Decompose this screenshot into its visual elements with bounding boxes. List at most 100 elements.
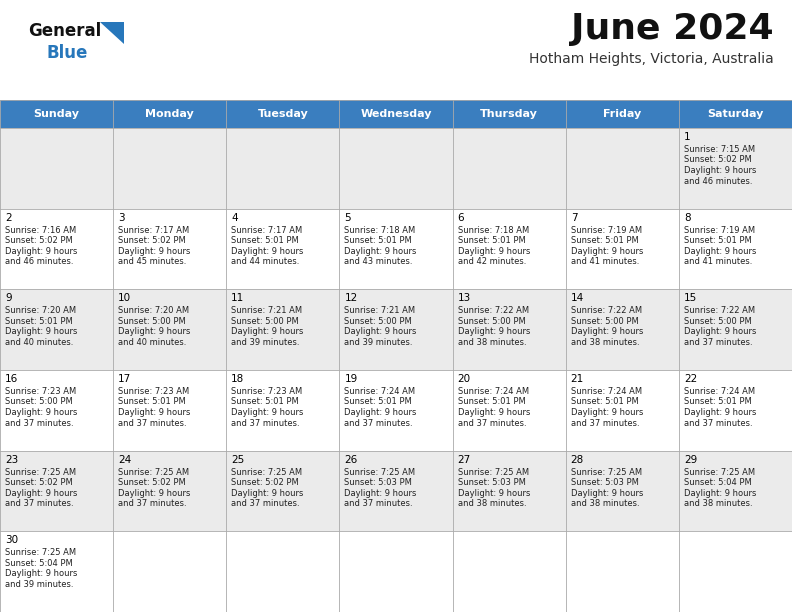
Text: 14: 14 xyxy=(571,293,584,304)
Text: Sunrise: 7:25 AM: Sunrise: 7:25 AM xyxy=(231,468,303,477)
Text: Daylight: 9 hours: Daylight: 9 hours xyxy=(571,327,643,337)
Text: Sunrise: 7:22 AM: Sunrise: 7:22 AM xyxy=(571,307,642,315)
Bar xyxy=(0,450,792,531)
Text: Sunrise: 7:22 AM: Sunrise: 7:22 AM xyxy=(683,307,755,315)
Text: and 46 minutes.: and 46 minutes. xyxy=(5,257,74,266)
Text: and 40 minutes.: and 40 minutes. xyxy=(5,338,74,347)
Text: Sunrise: 7:17 AM: Sunrise: 7:17 AM xyxy=(118,226,189,234)
Text: 21: 21 xyxy=(571,374,584,384)
Text: Sunset: 5:00 PM: Sunset: 5:00 PM xyxy=(118,317,186,326)
Text: Sunday: Sunday xyxy=(33,109,79,119)
Text: Sunrise: 7:25 AM: Sunrise: 7:25 AM xyxy=(458,468,529,477)
Text: Sunrise: 7:18 AM: Sunrise: 7:18 AM xyxy=(345,226,416,234)
Text: Thursday: Thursday xyxy=(480,109,538,119)
Text: Daylight: 9 hours: Daylight: 9 hours xyxy=(571,488,643,498)
Text: Sunset: 5:01 PM: Sunset: 5:01 PM xyxy=(345,398,412,406)
Text: and 37 minutes.: and 37 minutes. xyxy=(231,499,300,508)
Text: 10: 10 xyxy=(118,293,131,304)
Text: and 37 minutes.: and 37 minutes. xyxy=(683,338,752,347)
Text: 19: 19 xyxy=(345,374,358,384)
Text: Daylight: 9 hours: Daylight: 9 hours xyxy=(458,327,530,337)
Text: and 41 minutes.: and 41 minutes. xyxy=(683,257,752,266)
Text: 11: 11 xyxy=(231,293,245,304)
Bar xyxy=(0,128,792,209)
Text: Wednesday: Wednesday xyxy=(360,109,432,119)
Bar xyxy=(0,209,792,289)
Text: Daylight: 9 hours: Daylight: 9 hours xyxy=(118,408,191,417)
Text: Daylight: 9 hours: Daylight: 9 hours xyxy=(683,408,756,417)
Text: and 38 minutes.: and 38 minutes. xyxy=(458,338,526,347)
Text: Daylight: 9 hours: Daylight: 9 hours xyxy=(683,488,756,498)
Text: Daylight: 9 hours: Daylight: 9 hours xyxy=(5,488,78,498)
Text: Daylight: 9 hours: Daylight: 9 hours xyxy=(571,247,643,256)
Text: Sunset: 5:00 PM: Sunset: 5:00 PM xyxy=(571,317,638,326)
Text: 8: 8 xyxy=(683,212,691,223)
Text: Sunrise: 7:24 AM: Sunrise: 7:24 AM xyxy=(683,387,755,396)
Text: and 40 minutes.: and 40 minutes. xyxy=(118,338,187,347)
Text: Sunset: 5:01 PM: Sunset: 5:01 PM xyxy=(231,236,299,245)
Text: Sunset: 5:02 PM: Sunset: 5:02 PM xyxy=(5,478,73,487)
Text: Sunset: 5:02 PM: Sunset: 5:02 PM xyxy=(5,236,73,245)
Text: Tuesday: Tuesday xyxy=(257,109,308,119)
Text: Daylight: 9 hours: Daylight: 9 hours xyxy=(5,569,78,578)
Text: Saturday: Saturday xyxy=(707,109,763,119)
Text: Sunset: 5:02 PM: Sunset: 5:02 PM xyxy=(118,478,186,487)
Text: and 37 minutes.: and 37 minutes. xyxy=(118,419,187,428)
Text: Sunset: 5:02 PM: Sunset: 5:02 PM xyxy=(683,155,752,165)
Text: June 2024: June 2024 xyxy=(571,12,774,46)
Text: Sunrise: 7:16 AM: Sunrise: 7:16 AM xyxy=(5,226,76,234)
Text: Sunset: 5:00 PM: Sunset: 5:00 PM xyxy=(5,398,73,406)
Text: 22: 22 xyxy=(683,374,697,384)
Text: Sunset: 5:01 PM: Sunset: 5:01 PM xyxy=(683,236,752,245)
Text: Daylight: 9 hours: Daylight: 9 hours xyxy=(118,327,191,337)
Text: and 39 minutes.: and 39 minutes. xyxy=(5,580,74,589)
Text: and 43 minutes.: and 43 minutes. xyxy=(345,257,413,266)
Text: Sunset: 5:03 PM: Sunset: 5:03 PM xyxy=(571,478,638,487)
Text: 4: 4 xyxy=(231,212,238,223)
Bar xyxy=(0,531,792,612)
Text: 13: 13 xyxy=(458,293,470,304)
Text: Daylight: 9 hours: Daylight: 9 hours xyxy=(231,247,303,256)
Text: Daylight: 9 hours: Daylight: 9 hours xyxy=(683,327,756,337)
Text: Sunrise: 7:17 AM: Sunrise: 7:17 AM xyxy=(231,226,303,234)
Text: Sunset: 5:01 PM: Sunset: 5:01 PM xyxy=(683,398,752,406)
Text: Daylight: 9 hours: Daylight: 9 hours xyxy=(5,408,78,417)
Text: 2: 2 xyxy=(5,212,12,223)
Text: Sunrise: 7:21 AM: Sunrise: 7:21 AM xyxy=(345,307,416,315)
Polygon shape xyxy=(100,22,124,44)
Text: Sunset: 5:04 PM: Sunset: 5:04 PM xyxy=(5,559,73,568)
Text: Sunrise: 7:19 AM: Sunrise: 7:19 AM xyxy=(571,226,642,234)
Text: Daylight: 9 hours: Daylight: 9 hours xyxy=(345,247,417,256)
Text: and 39 minutes.: and 39 minutes. xyxy=(345,338,413,347)
Text: 18: 18 xyxy=(231,374,245,384)
Text: Daylight: 9 hours: Daylight: 9 hours xyxy=(231,488,303,498)
Text: Sunrise: 7:15 AM: Sunrise: 7:15 AM xyxy=(683,145,755,154)
Text: Sunrise: 7:25 AM: Sunrise: 7:25 AM xyxy=(345,468,416,477)
Text: 17: 17 xyxy=(118,374,131,384)
Text: and 37 minutes.: and 37 minutes. xyxy=(231,419,300,428)
Text: Sunrise: 7:25 AM: Sunrise: 7:25 AM xyxy=(683,468,755,477)
Text: 29: 29 xyxy=(683,455,697,465)
Text: Daylight: 9 hours: Daylight: 9 hours xyxy=(458,247,530,256)
Text: Sunset: 5:02 PM: Sunset: 5:02 PM xyxy=(231,478,299,487)
Text: and 37 minutes.: and 37 minutes. xyxy=(345,499,413,508)
Text: 1: 1 xyxy=(683,132,691,142)
Text: 5: 5 xyxy=(345,212,351,223)
Text: and 37 minutes.: and 37 minutes. xyxy=(118,499,187,508)
Text: Sunrise: 7:18 AM: Sunrise: 7:18 AM xyxy=(458,226,529,234)
Text: Sunrise: 7:22 AM: Sunrise: 7:22 AM xyxy=(458,307,529,315)
Text: Sunrise: 7:23 AM: Sunrise: 7:23 AM xyxy=(5,387,76,396)
Text: and 37 minutes.: and 37 minutes. xyxy=(5,419,74,428)
Text: Sunset: 5:01 PM: Sunset: 5:01 PM xyxy=(571,398,638,406)
Text: 27: 27 xyxy=(458,455,470,465)
Text: Daylight: 9 hours: Daylight: 9 hours xyxy=(683,166,756,175)
Text: Sunrise: 7:23 AM: Sunrise: 7:23 AM xyxy=(118,387,189,396)
Text: and 37 minutes.: and 37 minutes. xyxy=(571,419,639,428)
Text: Friday: Friday xyxy=(604,109,642,119)
Text: Sunrise: 7:19 AM: Sunrise: 7:19 AM xyxy=(683,226,755,234)
Text: and 46 minutes.: and 46 minutes. xyxy=(683,176,752,185)
Text: Sunset: 5:03 PM: Sunset: 5:03 PM xyxy=(345,478,413,487)
Text: General: General xyxy=(28,22,101,40)
Text: 25: 25 xyxy=(231,455,245,465)
Bar xyxy=(0,370,792,450)
